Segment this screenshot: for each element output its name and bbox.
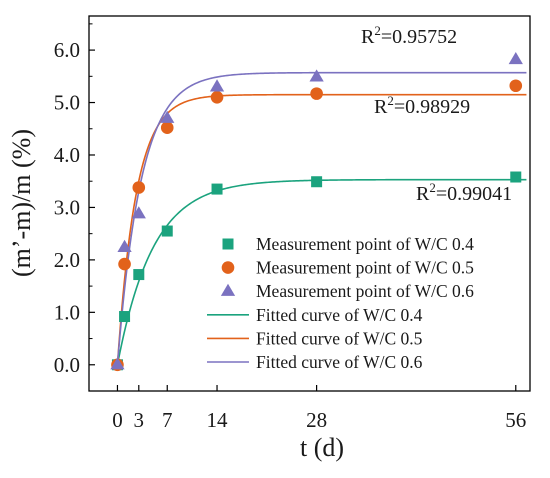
- y-tick-label-5: 5.0: [54, 91, 80, 115]
- point-triangle-5: [309, 69, 324, 82]
- x-tick-label-56: 56: [505, 408, 526, 432]
- point-square-4: [211, 183, 223, 195]
- legend-marker-circle: [221, 261, 235, 274]
- r2-label-2: R2=0.95752: [361, 23, 457, 48]
- x-tick-label-3: 3: [134, 408, 145, 432]
- y-tick-label-0: 0.0: [54, 353, 80, 377]
- point-circle-6: [509, 79, 523, 93]
- legend: Measurement point of W/C 0.4 Measurement …: [207, 234, 474, 372]
- legend-label: Measurement point of W/C 0.6: [256, 281, 474, 301]
- legend-label: Fitted curve of W/C 0.5: [256, 328, 423, 348]
- fitted-curve-2: [116, 71, 527, 365]
- point-circle-4: [210, 90, 224, 104]
- legend-item-4: Fitted curve of W/C 0.5: [207, 328, 423, 348]
- legend-item-5: Fitted curve of W/C 0.6: [207, 352, 423, 372]
- y-axis-title: (m’-m)/m (%): [7, 129, 36, 277]
- legend-item-0: Measurement point of W/C 0.4: [222, 234, 474, 254]
- legend-marker-square: [222, 238, 234, 250]
- r-squared-annotations: R2=0.99041 R2=0.98929 R2=0.95752: [361, 23, 512, 205]
- point-square-5: [311, 176, 323, 188]
- y-tick-label-6: 6.0: [54, 38, 80, 62]
- legend-label: Fitted curve of W/C 0.6: [256, 352, 423, 372]
- plot-frame: [88, 15, 531, 392]
- x-tick-label-7: 7: [162, 408, 173, 432]
- point-triangle-0: [110, 357, 125, 370]
- point-circle-5: [310, 87, 323, 100]
- x-tick-label-28: 28: [306, 408, 327, 432]
- legend-marker-triangle: [220, 283, 236, 296]
- y-tick-label-3: 3.0: [54, 195, 80, 219]
- point-triangle-1: [117, 239, 132, 252]
- axes: 0 3 7 14 28 56 0.0 1.0 2.0 3.0 4.0 5.0 6.0: [54, 23, 526, 432]
- point-triangle-6: [508, 52, 523, 65]
- legend-item-3: Fitted curve of W/C 0.4: [207, 305, 423, 325]
- r2-label-1: R2=0.98929: [374, 93, 470, 118]
- y-tick-label-4: 4.0: [54, 143, 80, 167]
- point-square-1: [119, 311, 131, 323]
- legend-label: Fitted curve of W/C 0.4: [256, 305, 423, 325]
- point-square-2: [133, 269, 145, 281]
- point-triangle-2: [131, 206, 146, 219]
- measurement-points: [110, 52, 523, 372]
- y-tick-label-1: 1.0: [54, 300, 80, 324]
- legend-item-1: Measurement point of W/C 0.5: [221, 258, 474, 278]
- point-square-3: [161, 225, 173, 237]
- point-circle-2: [132, 181, 146, 194]
- x-tick-label-0: 0: [112, 408, 123, 432]
- point-triangle-4: [209, 79, 225, 92]
- point-square-6: [510, 171, 522, 183]
- y-tick-label-2: 2.0: [54, 248, 80, 272]
- point-circle-1: [118, 257, 131, 271]
- x-axis-title: t (d): [300, 433, 344, 462]
- point-circle-3: [160, 121, 174, 135]
- r2-label-0: R2=0.99041: [416, 180, 512, 205]
- legend-label: Measurement point of W/C 0.5: [256, 258, 474, 278]
- legend-label: Measurement point of W/C 0.4: [256, 234, 474, 254]
- x-tick-label-14: 14: [207, 408, 229, 432]
- legend-item-2: Measurement point of W/C 0.6: [220, 281, 474, 301]
- point-triangle-3: [160, 110, 175, 123]
